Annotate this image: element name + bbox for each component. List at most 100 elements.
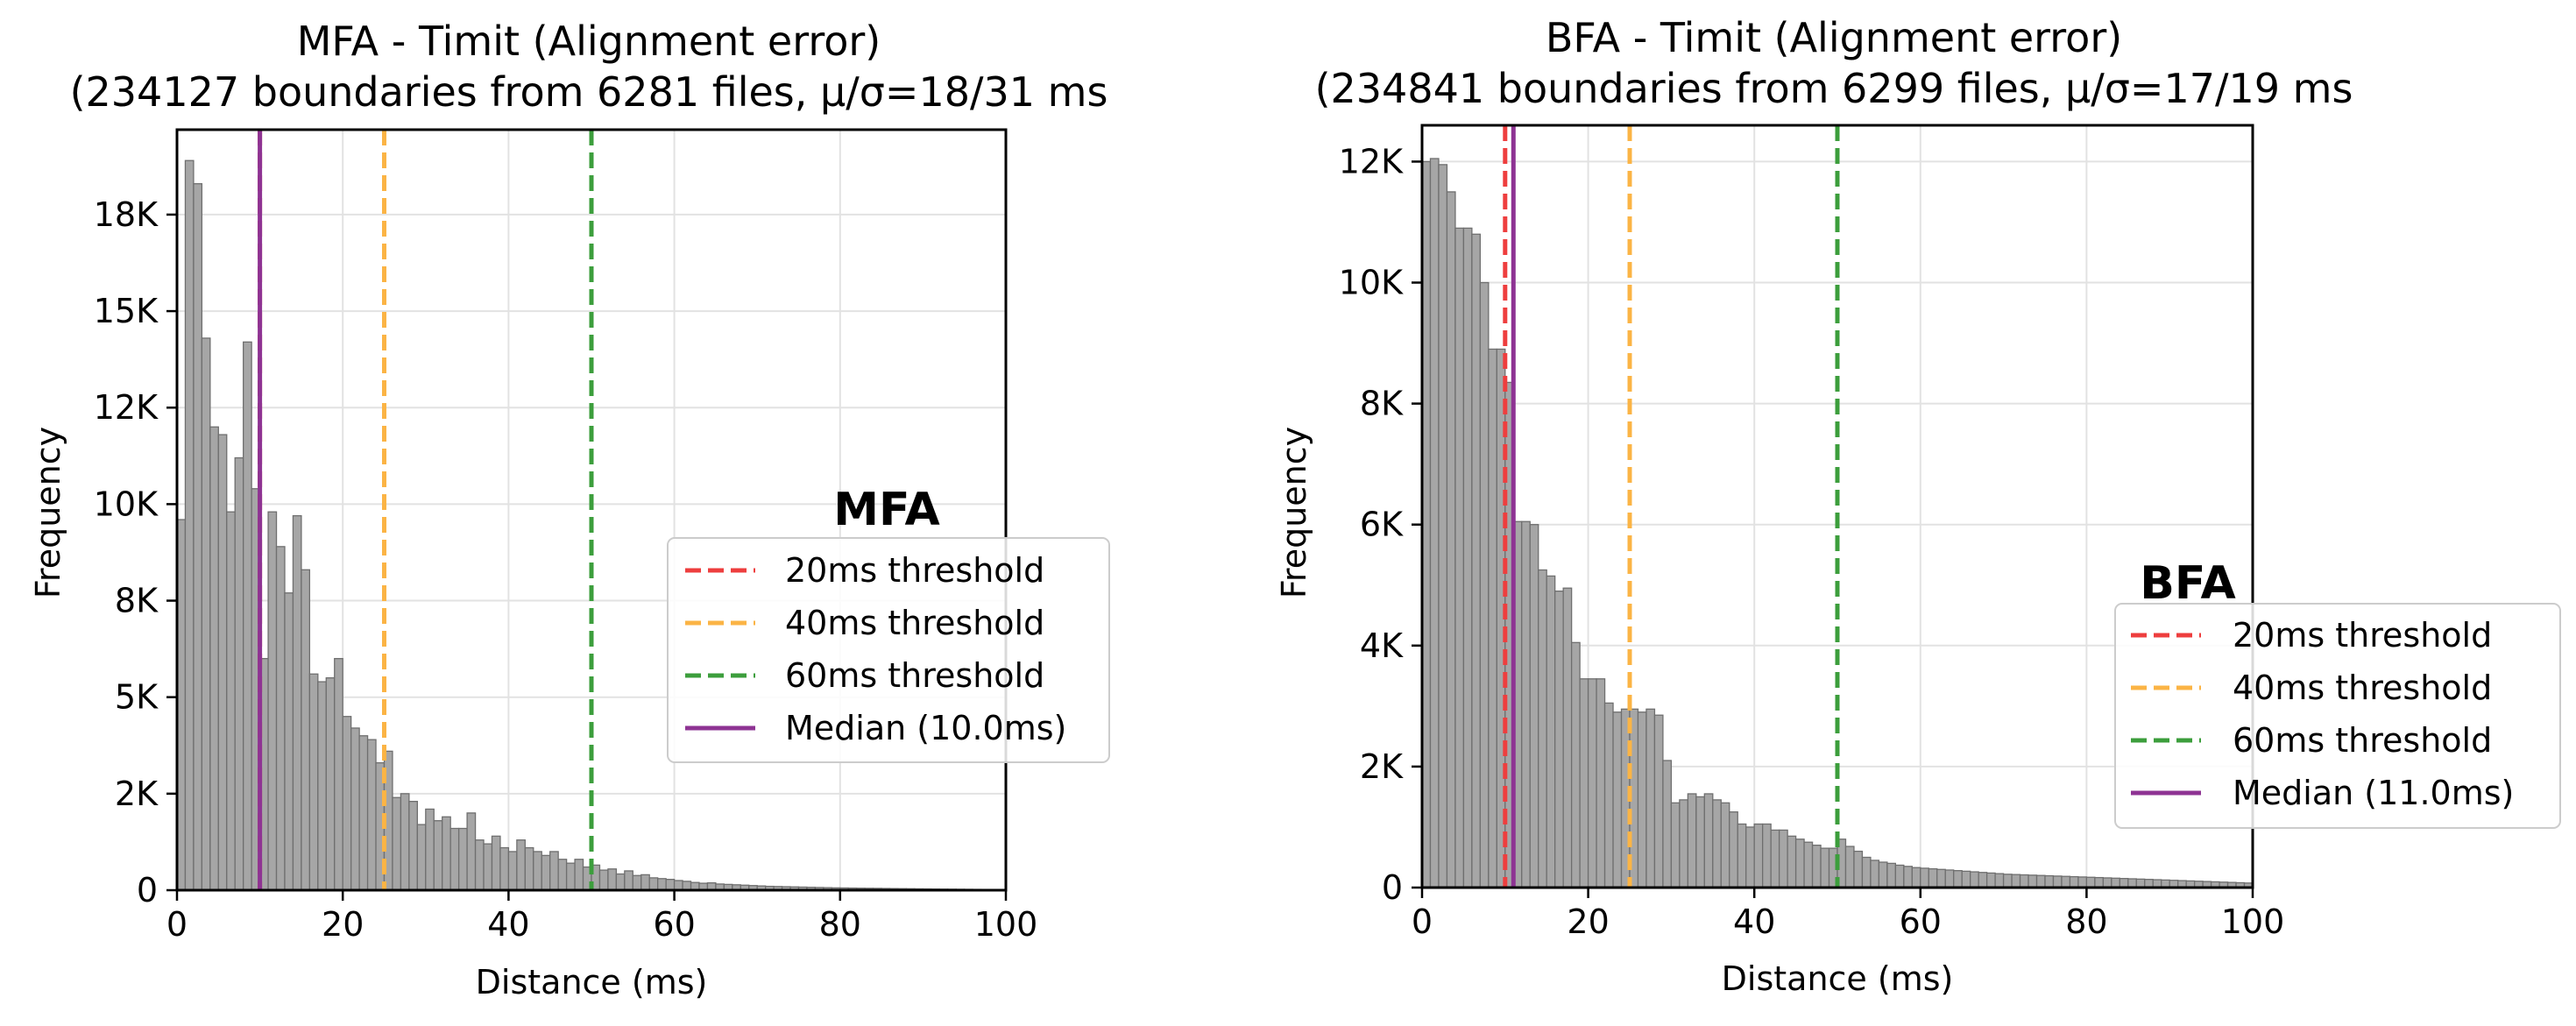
bfa-bar — [1878, 861, 1888, 888]
bfa-bar — [1645, 708, 1656, 888]
mfa-bar — [325, 677, 336, 891]
bfa-y-axis-label: Frequency — [1275, 427, 1313, 598]
bfa-histogram-panel: BFA - Timit (Alignment error) (234841 bo… — [1275, 14, 2561, 998]
bfa-bar — [1953, 870, 1963, 888]
mfa-x-tick-label: 100 — [974, 905, 1038, 944]
bfa-bar — [1820, 847, 1830, 888]
bfa-bar — [1703, 793, 1714, 888]
mfa-bar — [267, 511, 278, 891]
mfa-y-tick-label: 12K — [94, 388, 159, 427]
mfa-y-tick-label: 18K — [94, 195, 159, 234]
mfa-y-tick-label: 5K — [115, 678, 159, 717]
bfa-bar — [1745, 826, 1755, 888]
mfa-x-tick-label: 60 — [653, 905, 695, 944]
bfa-bar — [1803, 841, 1814, 888]
mfa-bar — [308, 673, 319, 891]
mfa-bar — [466, 812, 477, 891]
bfa-bar — [1870, 860, 1880, 888]
mfa-bar — [673, 880, 683, 891]
bfa-bar — [1886, 862, 1897, 888]
mfa-bar — [275, 546, 286, 891]
mfa-bar — [474, 839, 485, 891]
bfa-bar — [1479, 281, 1490, 888]
mfa-bar — [243, 341, 252, 891]
bfa-bar — [1488, 348, 1497, 888]
mfa-bar — [350, 727, 360, 891]
mfa-bar — [640, 874, 650, 891]
bfa-bar — [1612, 711, 1623, 888]
bfa-y-tick-label: 8K — [1360, 385, 1404, 423]
bfa-bar — [1928, 867, 1938, 888]
bfa-bar — [1712, 799, 1722, 888]
mfa-bar — [607, 868, 618, 891]
mfa-bar — [193, 183, 203, 891]
mfa-bar — [648, 877, 659, 891]
mfa-bar — [516, 839, 526, 891]
mfa-plot-frame — [175, 128, 1008, 892]
mfa-histogram-panel: MFA - Timit (Alignment error) (234127 bo… — [29, 18, 1110, 1001]
bfa-bar — [2111, 877, 2120, 888]
bfa-legend: 20ms threshold 40ms threshold 60ms thres… — [2114, 603, 2561, 829]
bfa-bar — [1662, 760, 1673, 888]
mfa-y-tick-label: 8K — [115, 582, 159, 620]
bfa-bar — [1994, 873, 2005, 888]
mfa-bar — [549, 851, 559, 891]
bfa-legend-label-60ms: 60ms threshold — [2233, 721, 2492, 760]
mfa-bar — [217, 434, 228, 891]
mfa-bar — [657, 878, 667, 891]
mfa-bar — [358, 735, 369, 891]
bfa-y-tick-label: 12K — [1339, 142, 1404, 180]
mfa-bar — [400, 793, 410, 891]
bfa-y-tick-label: 4K — [1360, 626, 1404, 665]
bfa-bar — [1729, 811, 1738, 888]
mfa-y-tick-label: 15K — [94, 292, 159, 330]
mfa-legend-label-60ms: 60ms threshold — [785, 656, 1044, 695]
bfa-bar — [2028, 874, 2038, 888]
bfa-bar — [1562, 587, 1573, 888]
mfa-bar — [284, 592, 294, 891]
mfa-y-ticks: 0 2K 5K 8K 10K 12K 15K 18K — [94, 195, 177, 909]
mfa-bar — [483, 843, 493, 891]
mfa-bar — [184, 159, 195, 891]
mfa-bar — [598, 869, 609, 891]
mfa-bar — [632, 874, 642, 891]
bfa-bar — [1462, 227, 1473, 888]
bfa-bar — [2102, 877, 2112, 888]
bfa-bar — [1787, 835, 1797, 888]
mfa-bar — [491, 835, 501, 891]
mfa-bar — [234, 456, 244, 891]
mfa-bar — [301, 569, 311, 891]
mfa-y-axis-label: Frequency — [29, 427, 67, 598]
bfa-bar — [2019, 874, 2029, 888]
bfa-bar — [1778, 829, 1788, 888]
bfa-x-tick-label: 100 — [2221, 902, 2285, 941]
mfa-legend-box — [667, 537, 1110, 763]
bfa-bar — [1695, 796, 1705, 888]
mfa-bar — [442, 816, 451, 891]
bfa-bar — [2069, 875, 2079, 888]
bfa-bar — [2077, 876, 2088, 888]
mfa-x-tick-label: 40 — [487, 905, 529, 944]
bfa-bar — [2002, 874, 2013, 888]
mfa-bar — [682, 881, 692, 891]
bfa-x-axis-label: Distance (ms) — [1722, 959, 1954, 998]
mfa-bar — [557, 859, 568, 891]
mfa-bar — [366, 739, 377, 891]
mfa-x-tick-label: 0 — [166, 905, 188, 944]
bfa-bar — [1570, 641, 1581, 888]
mfa-bar — [507, 851, 518, 891]
bfa-bar — [1587, 678, 1597, 888]
bfa-bar — [1903, 866, 1913, 888]
bfa-bar — [1770, 829, 1780, 888]
bfa-bar — [1970, 871, 1979, 888]
mfa-x-ticks: 0 20 40 60 80 100 — [166, 890, 1037, 944]
bfa-y-tick-label: 2K — [1360, 747, 1404, 786]
mfa-bar — [457, 827, 468, 891]
bfa-x-ticks: 0 20 40 60 80 100 — [1412, 888, 2284, 941]
bfa-bar — [1762, 823, 1772, 888]
bfa-bar — [1961, 870, 1971, 888]
mfa-bar — [665, 879, 676, 891]
mfa-bar — [292, 514, 302, 891]
mfa-x-axis-label: Distance (ms) — [476, 963, 708, 1001]
